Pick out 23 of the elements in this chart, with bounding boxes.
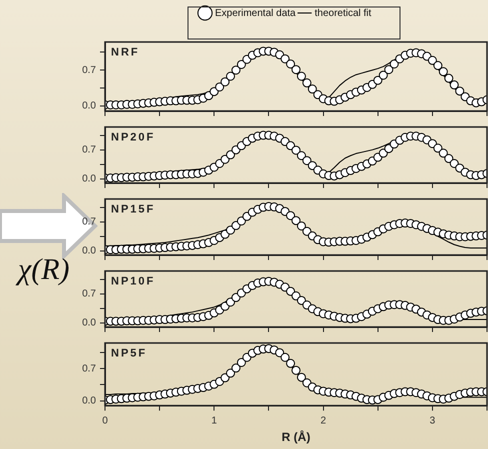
x-tick-label: 0 bbox=[102, 415, 108, 426]
legend-label: Experimental data bbox=[215, 8, 296, 19]
y-tick-label: 0.7 bbox=[82, 363, 96, 374]
chart-title: NRF bbox=[111, 46, 140, 59]
y-axis-title: χ(R) bbox=[18, 253, 70, 287]
x-tick-label: 2 bbox=[320, 415, 327, 426]
chart-title: NP15F bbox=[111, 204, 156, 216]
y-tick-label: 0.0 bbox=[82, 100, 96, 112]
y-tick-label: 0.7 bbox=[82, 288, 96, 300]
y-tick-label: 0.0 bbox=[82, 318, 96, 329]
chart-title: NP5F bbox=[111, 348, 148, 360]
x-tick-label: 3 bbox=[430, 415, 436, 426]
y-tick-label: 0.0 bbox=[82, 174, 96, 185]
y-tick-label: 0.7 bbox=[82, 144, 96, 156]
x-axis-title: R (Å) bbox=[282, 430, 310, 444]
legend-label: theoretical fit bbox=[314, 8, 372, 19]
y-tick-label: 0.7 bbox=[82, 64, 96, 76]
chart-title: NP10F bbox=[111, 276, 156, 288]
chart-title: NP20F bbox=[111, 132, 156, 144]
y-tick-label: 0.0 bbox=[82, 396, 96, 407]
y-tick-label: 0.7 bbox=[82, 216, 96, 228]
y-tick-label: 0.0 bbox=[82, 246, 96, 257]
x-tick-label: 1 bbox=[211, 415, 218, 426]
